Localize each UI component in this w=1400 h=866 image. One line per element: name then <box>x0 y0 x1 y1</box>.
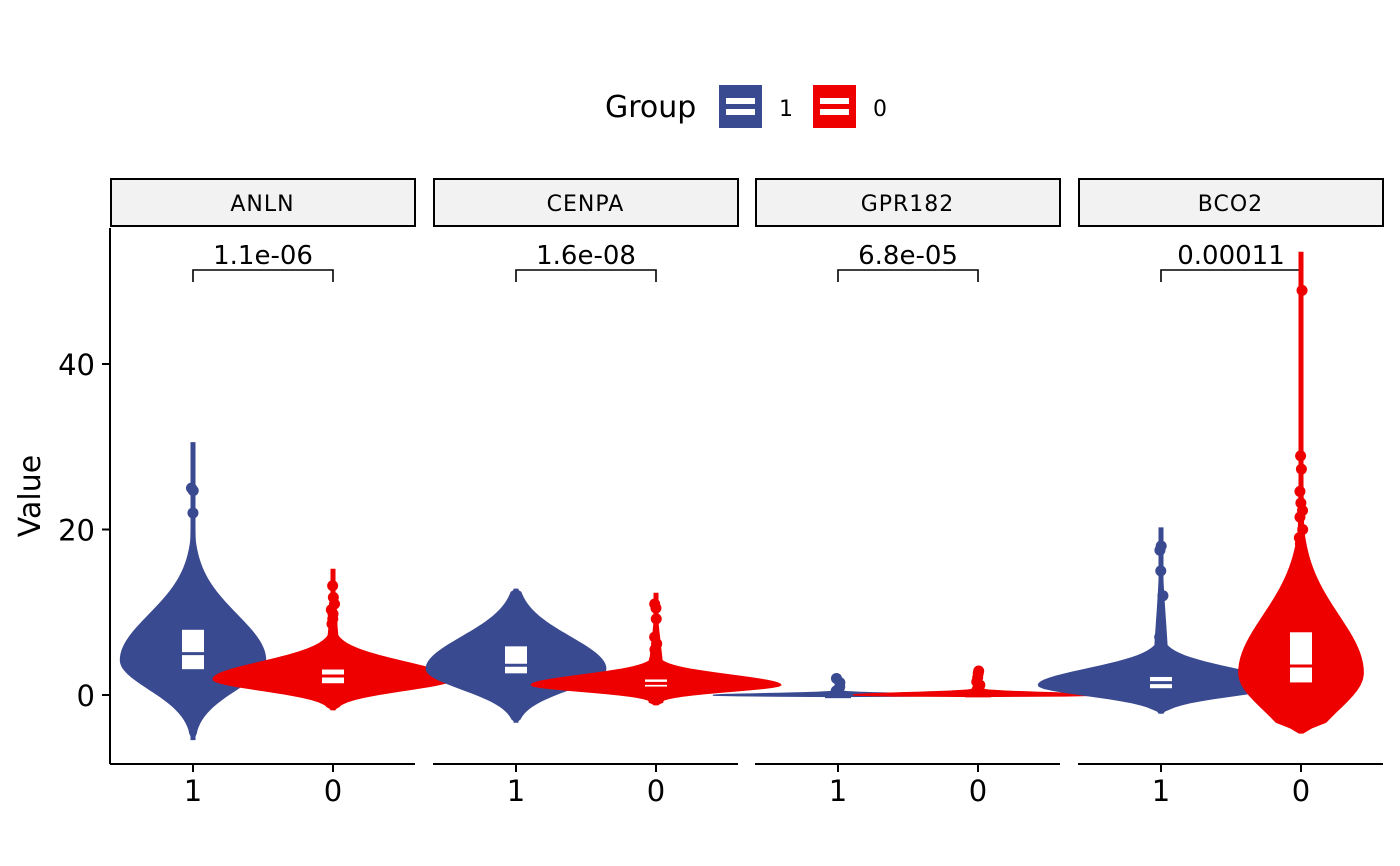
facet-strip-label: BCO2 <box>1198 192 1263 217</box>
outlier-point <box>1294 590 1306 602</box>
facet-bco2: BCO2 0.00011 1 0 <box>1037 178 1384 808</box>
outlier-point <box>1154 631 1166 643</box>
y-axis: Value 0 20 40 <box>13 228 111 764</box>
legend-title: Group <box>605 90 696 125</box>
outlier-point <box>1297 524 1309 535</box>
x-tick-label: 1 <box>507 774 525 808</box>
outlier-point <box>185 482 197 494</box>
violin-group-1: 1 <box>712 672 964 808</box>
legend-label-1: 1 <box>779 97 793 122</box>
legend-label-0: 0 <box>873 97 887 122</box>
violin-group-0: 0 <box>1238 251 1364 808</box>
outlier-point <box>973 665 985 677</box>
p-value-label: 0.00011 <box>1177 241 1285 271</box>
facet-strip <box>433 178 739 227</box>
outlier-point <box>649 631 661 643</box>
p-value-label: 1.1e-06 <box>213 241 313 271</box>
facet-strip <box>110 178 416 227</box>
legend-key-1 <box>719 85 762 128</box>
p-value-label: 1.6e-08 <box>536 241 636 271</box>
x-tick-label: 0 <box>1292 774 1310 808</box>
p-value-label: 6.8e-05 <box>858 241 958 271</box>
facet-cenpa: CENPA 1.6e-08 1 0 <box>425 178 782 808</box>
facet-strip-label: GPR182 <box>861 192 955 217</box>
x-tick-label: 1 <box>829 774 847 808</box>
outlier-point <box>1294 485 1306 497</box>
outlier-point <box>1155 565 1167 577</box>
x-tick-label: 0 <box>969 774 987 808</box>
outlier-point <box>187 507 199 519</box>
x-tick-label: 1 <box>184 774 202 808</box>
outlier-point <box>830 672 842 684</box>
outlier-point <box>1157 590 1169 602</box>
violin-group-0: 0 <box>530 592 782 808</box>
legend-key-0 <box>813 85 856 128</box>
facet-anln: ANLN 1.1e-06 1 0 <box>110 178 454 808</box>
significance-bracket <box>1160 269 1302 282</box>
outlier-point <box>1295 450 1307 462</box>
y-axis-label: Value <box>13 455 48 537</box>
facet-strip <box>755 178 1061 227</box>
outlier-point <box>1296 284 1308 296</box>
facet-strip <box>1078 178 1384 227</box>
facet-gpr182: GPR182 6.8e-05 1 0 <box>712 178 1104 808</box>
violin-group-0: 0 <box>212 568 454 808</box>
facet-strip-label: ANLN <box>230 192 294 217</box>
y-tick-label: 20 <box>58 514 95 548</box>
outlier-point <box>650 613 662 625</box>
significance-bracket <box>192 269 334 282</box>
x-tick-label: 0 <box>647 774 665 808</box>
y-tick-label: 0 <box>77 679 95 713</box>
outlier-point <box>327 580 339 592</box>
violin-group-0: 0 <box>852 665 1104 808</box>
y-tick-label: 40 <box>58 348 95 382</box>
box <box>503 644 529 676</box>
facet-strip-label: CENPA <box>547 192 625 217</box>
outlier-point <box>649 598 661 610</box>
outlier-point <box>1155 540 1167 552</box>
violin-group-1: 1 <box>425 588 607 808</box>
facet-panels: ANLN 1.1e-06 1 0 CENPA 1.6e-08 1 0 GPR182 6.8e-05… <box>110 178 1384 808</box>
legend: Group 1 0 <box>605 85 887 128</box>
outlier-point <box>1294 557 1306 569</box>
outlier-point <box>1295 463 1307 475</box>
outlier-point <box>1293 532 1305 544</box>
box <box>1288 630 1314 685</box>
violin-group-1: 1 <box>1037 527 1285 808</box>
significance-bracket <box>515 269 657 282</box>
outlier-point <box>327 591 339 603</box>
outlier-point <box>1294 606 1306 618</box>
significance-bracket <box>837 269 979 282</box>
x-tick-label: 0 <box>324 774 342 808</box>
outlier-point <box>1296 573 1308 585</box>
violin-group-1: 1 <box>119 442 267 808</box>
box <box>180 627 206 672</box>
x-tick-label: 1 <box>1152 774 1170 808</box>
outlier-point <box>1295 497 1307 509</box>
